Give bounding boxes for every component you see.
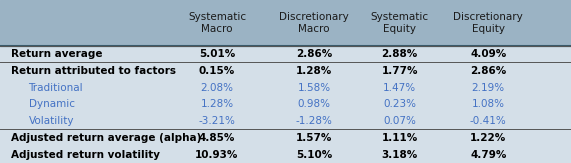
Text: Adjusted return average (alpha): Adjusted return average (alpha) — [11, 133, 202, 143]
Text: Discretionary
Macro: Discretionary Macro — [279, 12, 349, 34]
Text: 1.58%: 1.58% — [297, 82, 331, 93]
Text: 0.15%: 0.15% — [199, 66, 235, 76]
Text: 1.28%: 1.28% — [200, 99, 234, 109]
Text: 1.47%: 1.47% — [383, 82, 416, 93]
Text: 1.57%: 1.57% — [296, 133, 332, 143]
Text: Discretionary
Equity: Discretionary Equity — [453, 12, 523, 34]
Text: -0.41%: -0.41% — [470, 116, 506, 126]
Text: -1.28%: -1.28% — [296, 116, 332, 126]
Text: 10.93%: 10.93% — [195, 150, 239, 160]
Text: 2.19%: 2.19% — [472, 82, 505, 93]
Text: 2.86%: 2.86% — [470, 66, 506, 76]
Text: Systematic
Macro: Systematic Macro — [188, 12, 246, 34]
Text: Traditional: Traditional — [29, 82, 83, 93]
Text: 2.88%: 2.88% — [381, 49, 418, 59]
Text: 0.98%: 0.98% — [297, 99, 331, 109]
Text: Return average: Return average — [11, 49, 103, 59]
Text: 4.09%: 4.09% — [470, 49, 506, 59]
Text: Adjusted return volatility: Adjusted return volatility — [11, 150, 160, 160]
Text: 1.77%: 1.77% — [381, 66, 418, 76]
Text: 1.11%: 1.11% — [381, 133, 418, 143]
Text: 2.08%: 2.08% — [200, 82, 234, 93]
Text: 5.01%: 5.01% — [199, 49, 235, 59]
Text: 4.79%: 4.79% — [470, 150, 506, 160]
Text: 1.28%: 1.28% — [296, 66, 332, 76]
Text: 2.86%: 2.86% — [296, 49, 332, 59]
Text: Return attributed to factors: Return attributed to factors — [11, 66, 176, 76]
Bar — [0, 0, 571, 46]
Text: 3.18%: 3.18% — [381, 150, 418, 160]
Text: Systematic
Equity: Systematic Equity — [371, 12, 429, 34]
Text: 0.23%: 0.23% — [383, 99, 416, 109]
Text: 5.10%: 5.10% — [296, 150, 332, 160]
Text: Dynamic: Dynamic — [29, 99, 75, 109]
Text: 0.07%: 0.07% — [383, 116, 416, 126]
Text: 1.22%: 1.22% — [470, 133, 506, 143]
Text: Volatility: Volatility — [29, 116, 74, 126]
Text: 4.85%: 4.85% — [199, 133, 235, 143]
Text: -3.21%: -3.21% — [199, 116, 235, 126]
Text: 1.08%: 1.08% — [472, 99, 505, 109]
